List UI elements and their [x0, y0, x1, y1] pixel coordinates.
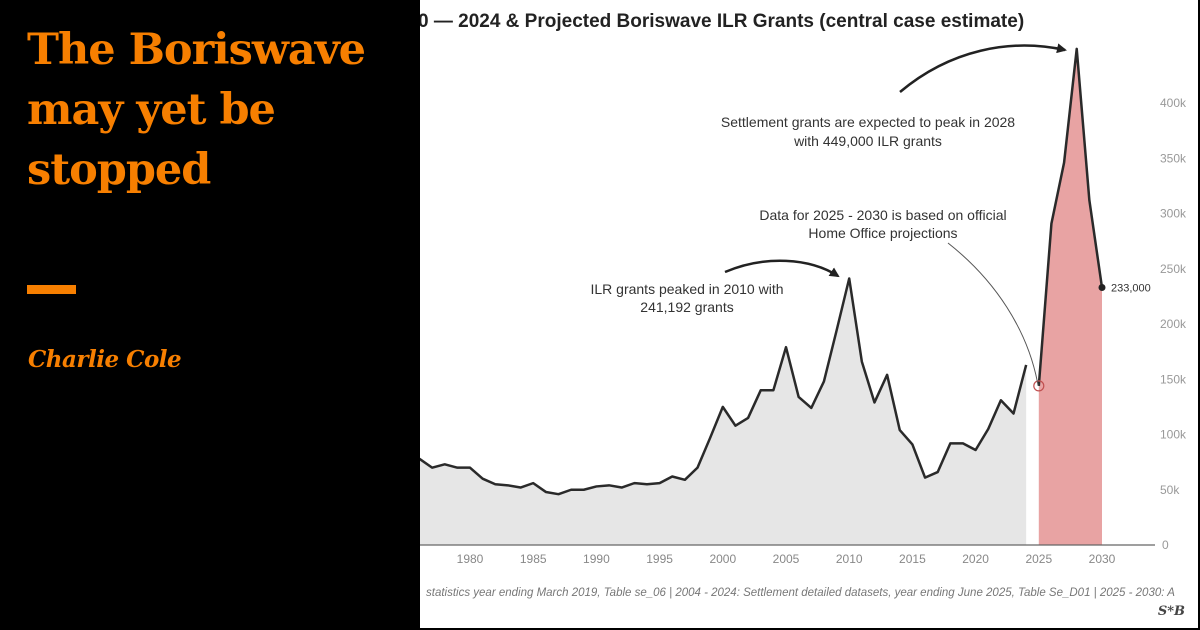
x-tick-label: 1990	[583, 552, 610, 566]
author-byline: Charlie Cole	[28, 346, 182, 373]
y-tick-label: 350k	[1160, 151, 1187, 165]
chart-panel: 1980 1985 1990 1995 2000 2005 2010 2015 2020 2025…	[420, 0, 1198, 628]
y-tick-label: 50k	[1160, 483, 1180, 497]
y-tick-label: 150k	[1160, 372, 1187, 386]
end-point-marker	[1098, 284, 1106, 292]
peak-2028-annotation-line1: Settlement grants are expected to peak i…	[721, 114, 1015, 130]
peak-2010-annotation-line1: ILR grants peaked in 2010 with	[590, 281, 783, 297]
end-value-label: 233,000	[1111, 283, 1151, 295]
x-tick-label: 2010	[836, 552, 863, 566]
source-note: statistics year ending March 2019, Table…	[426, 587, 1175, 599]
historic-area	[420, 278, 1027, 545]
projection-note-line1: Data for 2025 - 2030 is based on officia…	[759, 207, 1006, 223]
y-tick-label: 100k	[1160, 428, 1187, 442]
x-tick-label: 2030	[1089, 552, 1116, 566]
headline-panel: The Boriswave may yet be stopped Charlie…	[0, 0, 420, 630]
credit-mark: S*B	[1158, 604, 1185, 619]
accent-dash	[27, 285, 76, 294]
x-tick-label: 2025	[1025, 552, 1052, 566]
x-tick-label: 2000	[709, 552, 736, 566]
headline: The Boriswave may yet be stopped	[27, 25, 366, 195]
projection-note-line2: Home Office projections	[808, 225, 957, 241]
x-tick-label: 2005	[773, 552, 800, 566]
peak-2028-annotation-line2: with 449,000 ILR grants	[793, 133, 942, 149]
x-tick-label: 2015	[899, 552, 926, 566]
projection-line	[1037, 47, 1104, 386]
peak-2010-annotation-line2: 241,192 grants	[640, 299, 733, 315]
historic-line	[420, 277, 1028, 496]
peak-2010-arrow	[724, 259, 840, 278]
ilr-grants-chart: 1980 1985 1990 1995 2000 2005 2010 2015 2020 2025…	[420, 11, 1187, 619]
y-tick-label: 0	[1162, 538, 1169, 552]
y-tick-label: 250k	[1160, 262, 1187, 276]
projection-start-marker	[1033, 380, 1045, 392]
y-tick-label: 200k	[1160, 317, 1187, 331]
y-tick-label: 400k	[1160, 96, 1187, 110]
chart-title: 0 — 2024 & Projected Boriswave ILR Grant…	[420, 11, 1024, 32]
y-tick-label: 300k	[1160, 207, 1187, 221]
x-tick-label: 1995	[646, 552, 673, 566]
projection-note-connector	[947, 242, 1039, 386]
x-tick-label: 1985	[520, 552, 547, 566]
x-tick-label: 2020	[962, 552, 989, 566]
projection-area	[1038, 48, 1102, 545]
peak-2028-arrow	[899, 43, 1067, 93]
x-tick-label: 1980	[457, 552, 484, 566]
